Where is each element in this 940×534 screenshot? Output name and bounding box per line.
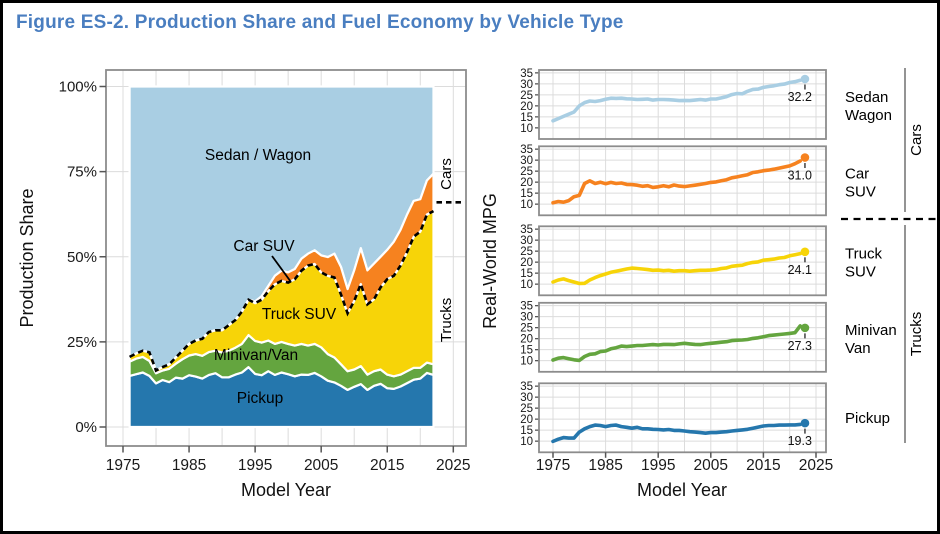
end-dot-minivan: [800, 323, 810, 333]
y-tick-label: 20: [520, 101, 533, 113]
y-tick-label: 100%: [59, 79, 97, 96]
x-axis-title: Model Year: [241, 480, 331, 500]
panel-border: [538, 145, 827, 217]
panel-border: [538, 301, 827, 373]
panel-name-label: Pickup: [845, 410, 890, 427]
panel-border: [538, 69, 827, 140]
x-tick-label: 1995: [238, 457, 272, 474]
x-tick-label: 2025: [436, 457, 470, 474]
y-tick-label: 35: [520, 144, 533, 156]
y-axis-title: Real-World MPG: [483, 193, 500, 329]
y-tick-label: 50%: [67, 249, 97, 266]
y-tick-label: 75%: [67, 164, 97, 181]
area-label: Sedan / Wagon: [205, 147, 311, 164]
x-tick-label: 1985: [588, 457, 622, 474]
mpg-line-pickup: [551, 422, 802, 444]
y-tick-label: 25: [520, 90, 533, 102]
mpg-line-car_suv: [551, 159, 802, 205]
y-tick-label: 15: [520, 188, 533, 200]
end-value-label: 27.3: [788, 339, 812, 353]
y-tick-label: 10: [520, 199, 533, 211]
panel-name-label: Minivan Van: [845, 322, 897, 357]
end-dot-sedan: [800, 74, 810, 84]
y-tick-label: 10: [520, 436, 533, 448]
end-dot-truck_suv: [800, 247, 810, 257]
y-tick-label: 10: [520, 279, 533, 291]
end-dot-car_suv: [800, 153, 810, 162]
y-tick-label: 25: [520, 166, 533, 178]
y-tick-label: 20: [520, 177, 533, 189]
y-tick-label: 10: [520, 356, 533, 368]
y-tick-label: 30: [520, 235, 533, 247]
car-suv-pointer-line: [271, 255, 292, 283]
figure-title: Figure ES-2. Production Share and Fuel E…: [16, 12, 624, 33]
cars-trucks-divider: [129, 209, 435, 373]
end-value-label: 24.1: [788, 263, 812, 277]
y-tick-label: 20: [520, 334, 533, 346]
x-tick-label: 1995: [641, 457, 675, 474]
y-tick-label: 25: [520, 403, 533, 415]
x-tick-label: 1975: [106, 457, 140, 474]
production-share-chart: 0% 25% 50% 75% 100% 1975 1985 1995 2005 2015 2025 M…: [17, 69, 471, 500]
area-label: Minivan/Van: [214, 347, 298, 364]
y-tick-label: 35: [520, 301, 533, 313]
y-tick-label: 15: [520, 345, 533, 357]
end-value-label: 31.0: [788, 169, 812, 183]
y-tick-label: 25: [520, 323, 533, 335]
y-tick-label: 30: [520, 155, 533, 167]
trucks-side-label: Trucks: [438, 298, 455, 342]
panel-border: [538, 382, 827, 454]
y-tick-label: 15: [520, 268, 533, 280]
y-tick-label: 15: [520, 425, 533, 437]
y-tick-label: 0%: [75, 419, 97, 436]
x-axis-title: Model Year: [637, 480, 727, 500]
panel-name-label: Car SUV: [845, 165, 876, 200]
y-tick-label: 25: [520, 246, 533, 258]
end-dot-pickup: [800, 418, 810, 428]
panel-border: [538, 225, 827, 297]
cars-group-label: Cars: [908, 124, 925, 156]
y-tick-label: 10: [520, 123, 533, 135]
trucks-group-label: Trucks: [908, 312, 925, 356]
end-value-label: 19.3: [788, 434, 812, 448]
x-tick-label: 2015: [370, 457, 404, 474]
y-axis-title: Production Share: [17, 188, 37, 327]
mpg-line-sedan: [551, 78, 802, 123]
y-tick-label: 30: [520, 79, 533, 91]
panel-name-label: Truck SUV: [845, 245, 882, 280]
x-tick-label: 2005: [304, 457, 338, 474]
end-value-label: 32.2: [788, 90, 812, 104]
y-tick-label: 30: [520, 392, 533, 404]
mpg-line-truck_suv: [551, 251, 802, 286]
left-plot: 0% 25% 50% 75% 100% 1975 1985 1995 2005 2015 2025 M…: [17, 69, 471, 500]
y-tick-label: 25%: [67, 334, 97, 351]
x-tick-label: 1985: [172, 457, 206, 474]
x-tick-label: 1975: [536, 457, 570, 474]
y-tick-label: 15: [520, 112, 533, 124]
x-tick-label: 2025: [799, 457, 833, 474]
x-tick-label: 2005: [694, 457, 728, 474]
panel-name-label: Sedan Wagon: [845, 89, 892, 124]
area-label: Pickup: [237, 390, 284, 407]
cars-side-label: Cars: [438, 158, 455, 190]
x-tick-label: 2015: [746, 457, 780, 474]
y-tick-label: 30: [520, 312, 533, 324]
y-tick-label: 35: [520, 224, 533, 236]
y-tick-label: 20: [520, 257, 533, 269]
y-tick-label: 20: [520, 414, 533, 426]
y-tick-label: 35: [520, 68, 533, 80]
mpg-line-minivan: [551, 324, 802, 363]
area-label: Truck SUV: [262, 306, 337, 323]
y-tick-label: 35: [520, 381, 533, 393]
area-label: Car SUV: [233, 238, 295, 255]
plot-border: [105, 69, 467, 447]
